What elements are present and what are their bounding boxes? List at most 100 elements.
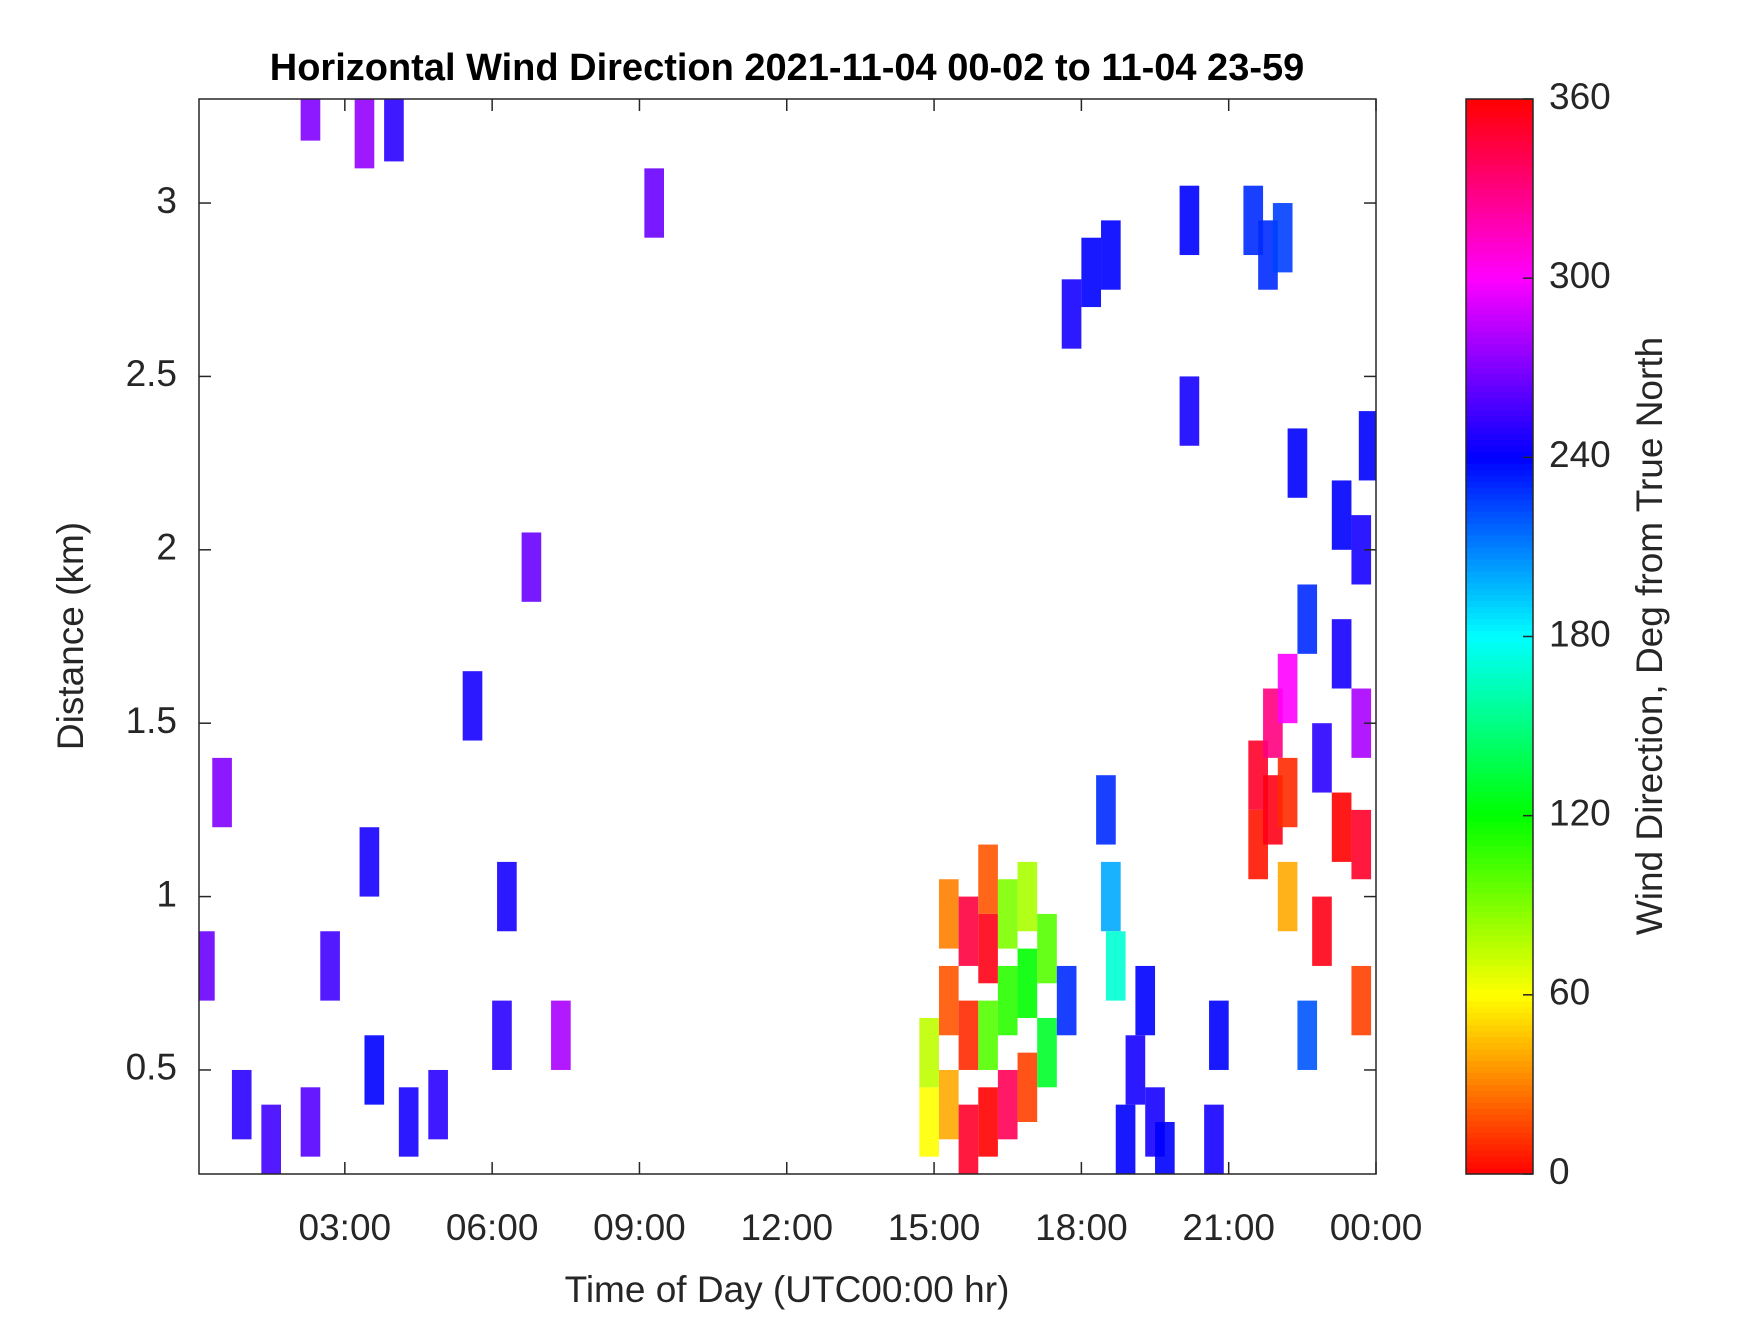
colorbar-segment xyxy=(1466,284,1533,291)
cell xyxy=(428,1069,448,1140)
colorbar-segment xyxy=(1466,988,1533,996)
colorbar-segment xyxy=(1466,600,1533,608)
colorbar-segment xyxy=(1466,588,1533,596)
y-tick-label: 3 xyxy=(156,180,177,221)
cell xyxy=(1179,185,1200,256)
colorbar-segment xyxy=(1466,935,1533,942)
cell xyxy=(1037,1017,1057,1088)
colorbar-segment xyxy=(1466,319,1533,327)
colorbar-segment xyxy=(1466,110,1533,118)
x-tick-label: 15:00 xyxy=(888,1207,981,1248)
colorbar-segment xyxy=(1466,439,1533,446)
colorbar-segment xyxy=(1466,158,1533,166)
colorbar-segment xyxy=(1466,302,1533,309)
colorbar-segment xyxy=(1466,1096,1533,1103)
cell xyxy=(359,827,380,897)
colorbar-segment xyxy=(1466,785,1533,793)
cell xyxy=(1277,861,1298,932)
colorbar-tick-label: 60 xyxy=(1549,972,1590,1013)
colorbar-segment xyxy=(1466,863,1533,871)
colorbar-segment xyxy=(1466,1078,1533,1086)
cell xyxy=(1351,965,1372,1036)
colorbar-segment xyxy=(1466,373,1533,381)
colorbar-segment xyxy=(1466,481,1533,488)
cell xyxy=(1272,203,1293,273)
cell xyxy=(492,1000,512,1070)
colorbar-segment xyxy=(1466,648,1533,656)
cell xyxy=(1155,1121,1175,1174)
cell xyxy=(1037,913,1057,984)
colorbar-segment xyxy=(1466,546,1533,554)
colorbar-segment xyxy=(1466,128,1533,136)
colorbar-segment xyxy=(1466,696,1533,703)
x-tick-label: 06:00 xyxy=(446,1207,539,1248)
colorbar-segment xyxy=(1466,248,1533,255)
colorbar-segment xyxy=(1466,194,1533,202)
colorbar-segment xyxy=(1466,206,1533,214)
colorbar-segment xyxy=(1466,164,1533,172)
cell xyxy=(261,1104,282,1174)
x-tick-label: 18:00 xyxy=(1035,1207,1128,1248)
colorbar-segment xyxy=(1466,1108,1533,1115)
colorbar-segment xyxy=(1466,391,1533,399)
colorbar-segment xyxy=(1466,152,1533,160)
colorbar-segment xyxy=(1466,570,1533,578)
colorbar-segment xyxy=(1466,833,1533,841)
colorbar-segment xyxy=(1466,726,1533,733)
x-tick-label: 09:00 xyxy=(593,1207,686,1248)
cell xyxy=(1351,809,1372,880)
cell xyxy=(978,1000,998,1070)
cell xyxy=(231,1069,252,1140)
colorbar-segment xyxy=(1466,881,1533,888)
colorbar-segment xyxy=(1466,104,1533,112)
colorbar-segment xyxy=(1466,893,1533,900)
colorbar-segment xyxy=(1466,1072,1533,1080)
colorbar-segment xyxy=(1466,122,1533,130)
plot-area xyxy=(199,99,1376,1174)
colorbar-tick-label: 240 xyxy=(1549,434,1611,475)
colorbar-segment xyxy=(1466,523,1533,530)
cell xyxy=(1358,411,1376,481)
colorbar-segment xyxy=(1466,1060,1533,1068)
colorbar-segment xyxy=(1466,260,1533,267)
cell xyxy=(1331,480,1352,550)
colorbar-segment xyxy=(1466,1030,1533,1038)
colorbar-segment xyxy=(1466,1036,1533,1044)
colorbar-segment xyxy=(1466,815,1533,823)
colorbar-segment xyxy=(1466,1012,1533,1020)
cell xyxy=(1115,1104,1136,1174)
colorbar-segment xyxy=(1466,624,1533,632)
colorbar-segment xyxy=(1466,911,1533,918)
cell xyxy=(354,99,375,169)
cell xyxy=(320,931,340,1001)
colorbar-segment xyxy=(1466,821,1533,829)
cell xyxy=(1105,931,1126,1001)
colorbar-segment xyxy=(1466,702,1533,709)
x-axis-label: Time of Day (UTC00:00 hr) xyxy=(565,1269,1010,1310)
colorbar-segment xyxy=(1466,606,1533,614)
cell xyxy=(938,1069,959,1140)
colorbar-segment xyxy=(1466,99,1533,106)
colorbar-segment xyxy=(1466,1054,1533,1062)
colorbar-segment xyxy=(1466,1000,1533,1008)
colorbar-segment xyxy=(1466,994,1533,1002)
cell xyxy=(978,844,998,914)
y-tick-label: 1 xyxy=(156,873,177,914)
cell xyxy=(958,1000,979,1070)
cell xyxy=(997,965,1018,1036)
colorbar-segment xyxy=(1466,505,1533,512)
colorbar-segment xyxy=(1466,779,1533,787)
colorbar-segment xyxy=(1466,146,1533,154)
colorbar-segment xyxy=(1466,242,1533,249)
colorbar-label: Wind Direction, Deg from True North xyxy=(1629,337,1670,935)
colorbar-segment xyxy=(1466,845,1533,853)
colorbar-segment xyxy=(1466,923,1533,930)
colorbar-segment xyxy=(1466,714,1533,721)
cell xyxy=(938,965,959,1036)
colorbar-segment xyxy=(1466,666,1533,673)
y-tick-label: 2 xyxy=(156,527,177,568)
colorbar-segment xyxy=(1466,618,1533,626)
colorbar-segment xyxy=(1466,140,1533,148)
cell xyxy=(644,168,665,238)
colorbar-segment xyxy=(1466,827,1533,835)
